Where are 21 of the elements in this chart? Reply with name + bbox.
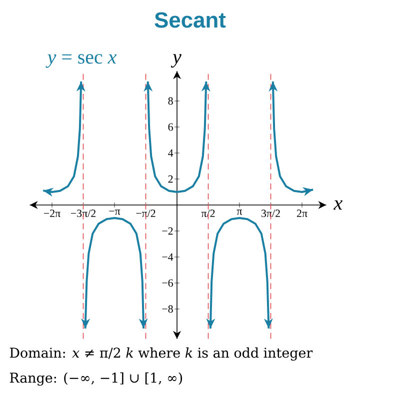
- x-tick-label: 2π: [296, 210, 308, 218]
- y-tick-label: 4: [168, 149, 174, 157]
- series-label: y = sec x: [46, 54, 117, 68]
- y-tick-label: 2: [168, 175, 173, 183]
- x-tick-label: π: [236, 210, 242, 215]
- y-tick-label: −2: [162, 227, 173, 235]
- x-tick-label: 3π/2: [262, 210, 280, 218]
- x-tick-label: π/2: [201, 210, 215, 218]
- y-tick-label: 8: [168, 97, 173, 105]
- y-axis-title: y: [170, 54, 182, 68]
- text: Domain: x ≠ π/2 k where k is an odd integer: [10, 347, 313, 361]
- y-tick-label: −6: [162, 279, 173, 287]
- y-tick-label: −4: [162, 253, 174, 261]
- text: Range: (−∞, −1] ∪ [1, ∞): [10, 372, 182, 386]
- chart-title: Secant: [154, 12, 226, 28]
- y-tick-label: 6: [168, 123, 173, 131]
- x-tick-label: −3π/2: [70, 210, 96, 218]
- x-axis-title: x: [333, 200, 342, 210]
- x-tick-label: −2π: [44, 210, 60, 218]
- y-tick-label: −8: [162, 305, 173, 313]
- x-tick-label: −π: [109, 210, 120, 215]
